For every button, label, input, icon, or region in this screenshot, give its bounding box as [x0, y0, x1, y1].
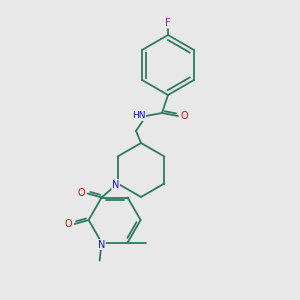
Text: F: F [165, 18, 171, 28]
Text: O: O [65, 219, 72, 229]
Text: O: O [78, 188, 86, 199]
Text: N: N [98, 239, 105, 250]
Text: HN: HN [132, 112, 146, 121]
Text: N: N [112, 179, 119, 190]
Text: O: O [180, 111, 188, 121]
